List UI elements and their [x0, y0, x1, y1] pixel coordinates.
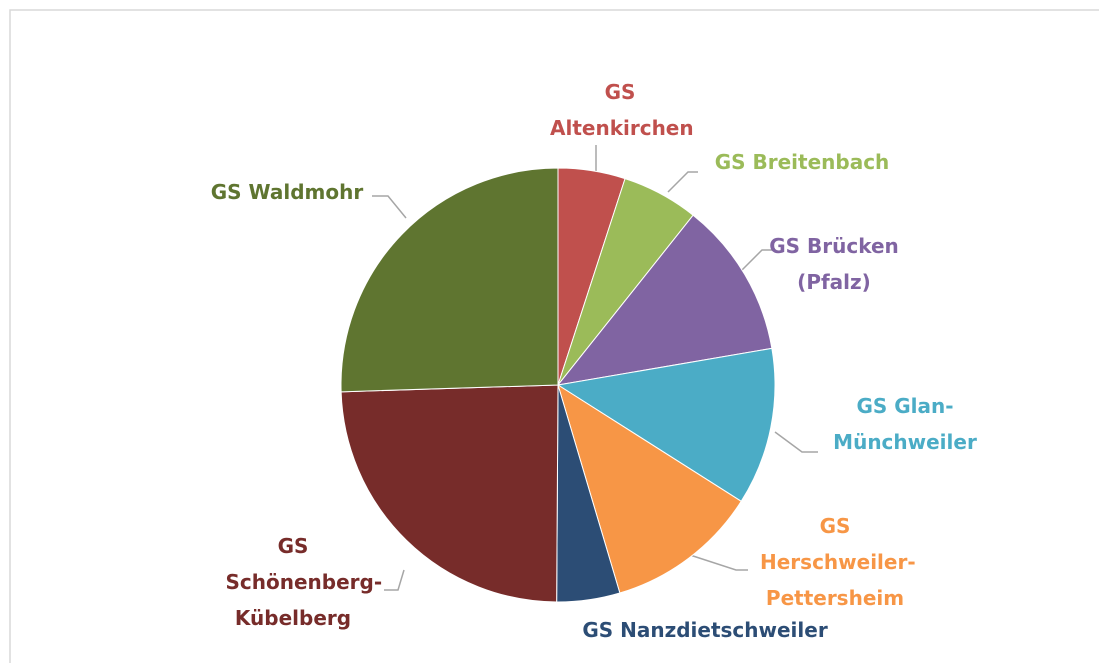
pie-slice	[340, 384, 559, 603]
leader-line	[689, 554, 748, 571]
leader-lines	[372, 145, 818, 591]
leader-line	[739, 249, 772, 273]
leader-line	[384, 569, 405, 591]
pie-slice	[557, 383, 742, 594]
leader-line	[372, 195, 407, 219]
leader-line	[774, 431, 818, 453]
slice-label: GS Herschweiler-Pettersheim	[760, 514, 916, 610]
slice-label: GS Altenkirchen	[550, 80, 694, 140]
pie-slice	[556, 347, 776, 502]
slice-label: GS Glan-Münchweiler	[833, 394, 977, 454]
slice-label: GS Schönenberg-Kübelberg	[225, 534, 383, 630]
leader-line	[667, 171, 698, 193]
chart-frame	[9, 9, 1099, 663]
pie-slice	[340, 167, 559, 393]
slice-label: GS Waldmohr	[210, 180, 364, 204]
pie-slice	[556, 214, 773, 386]
slice-label: GS Nanzdietschweiler	[582, 618, 828, 642]
slice-label: GS Brücken (Pfalz)	[769, 234, 899, 294]
slice-label: GS Breitenbach	[714, 150, 890, 174]
